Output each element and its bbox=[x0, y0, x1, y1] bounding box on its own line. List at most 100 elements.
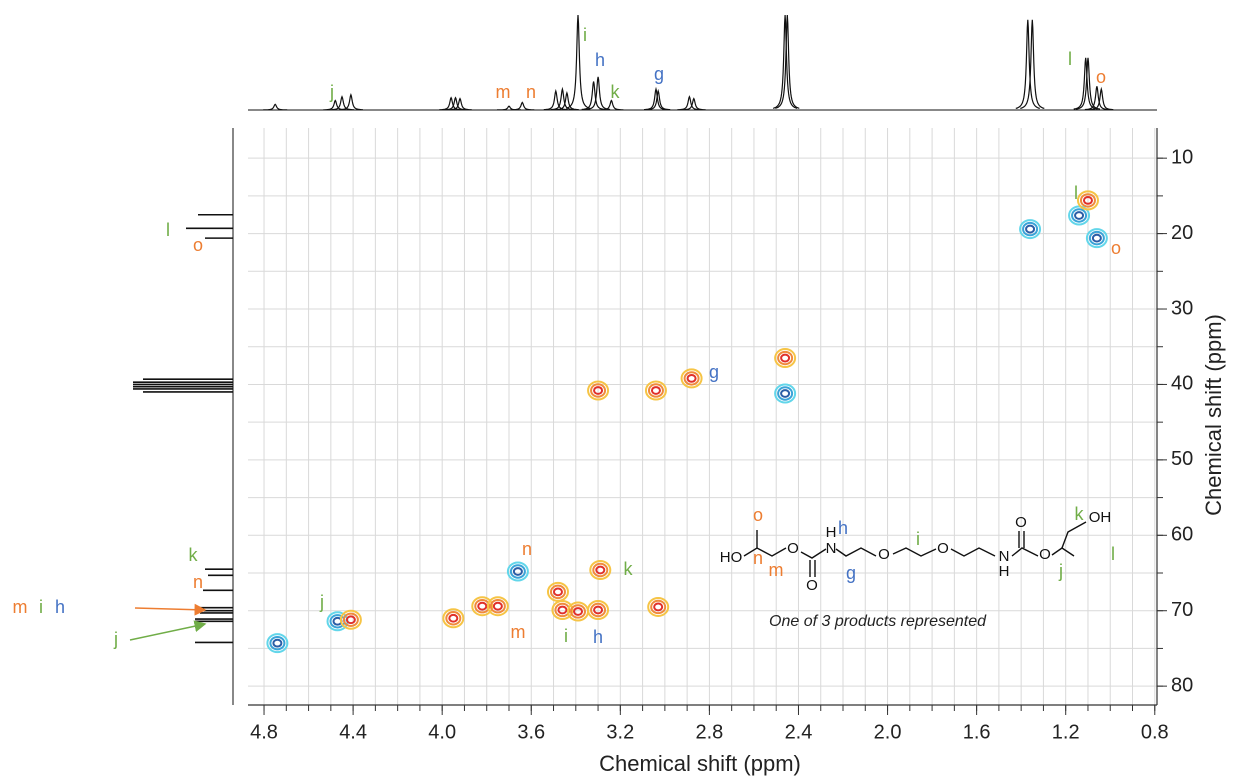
cross-peak bbox=[442, 608, 465, 629]
peak-label: h bbox=[593, 627, 603, 647]
proton-peak bbox=[772, 14, 798, 109]
peak-label: k bbox=[611, 82, 621, 102]
contour bbox=[474, 598, 491, 614]
contour bbox=[1071, 208, 1088, 223]
contour bbox=[593, 386, 604, 395]
contour bbox=[489, 598, 506, 614]
contour bbox=[549, 584, 566, 600]
contour bbox=[595, 565, 606, 575]
cross-peak bbox=[647, 596, 670, 617]
peak-label: l bbox=[1074, 183, 1078, 203]
peak-label: i bbox=[583, 25, 587, 45]
atom-label: O bbox=[937, 540, 949, 557]
contour bbox=[1025, 224, 1036, 234]
peak-label: m bbox=[511, 622, 526, 642]
contour bbox=[448, 613, 459, 623]
contour bbox=[680, 368, 703, 389]
cross-peak bbox=[486, 596, 509, 617]
contour bbox=[653, 602, 664, 612]
contour bbox=[345, 615, 356, 625]
y-tick-label: 30 bbox=[1171, 297, 1193, 319]
peak-label: k bbox=[1075, 504, 1085, 524]
y-tick-label: 70 bbox=[1171, 599, 1193, 621]
peak-label: i bbox=[564, 626, 568, 646]
cross-peak bbox=[644, 380, 667, 401]
contour bbox=[587, 380, 610, 401]
contour bbox=[492, 601, 503, 611]
cross-peak bbox=[680, 368, 703, 389]
cross-peak bbox=[567, 601, 590, 622]
proton-peak bbox=[510, 101, 535, 111]
peak-label: i bbox=[39, 597, 43, 617]
contour bbox=[774, 383, 797, 404]
contour bbox=[647, 383, 664, 398]
marks bbox=[133, 14, 1114, 654]
atom-label: H bbox=[999, 563, 1010, 580]
atom-label: HO bbox=[720, 549, 743, 566]
cross-peak bbox=[1085, 228, 1108, 249]
contour bbox=[644, 380, 667, 401]
arrow bbox=[129, 620, 207, 641]
peak-label: i bbox=[916, 529, 920, 549]
peak-label: l bbox=[1068, 49, 1072, 69]
y-tick-label: 10 bbox=[1171, 146, 1193, 168]
contour bbox=[573, 607, 584, 616]
x-tick-label: 3.2 bbox=[606, 721, 634, 743]
contour bbox=[272, 638, 283, 648]
peak-label: o bbox=[1096, 67, 1106, 87]
proton-peak bbox=[599, 99, 624, 111]
cross-peak bbox=[1068, 205, 1091, 226]
atom-label: N bbox=[826, 540, 837, 557]
contour bbox=[590, 602, 607, 618]
proton-peak bbox=[1020, 19, 1045, 109]
atom-label: O bbox=[787, 540, 799, 557]
x-tick-label: 2.4 bbox=[785, 721, 813, 743]
atom-label: O bbox=[806, 577, 818, 594]
x-tick-label: 0.8 bbox=[1141, 721, 1169, 743]
proton-peak bbox=[565, 14, 591, 109]
peak-label: g bbox=[654, 64, 664, 84]
contour bbox=[552, 587, 563, 597]
peak-label: k bbox=[624, 559, 634, 579]
contour bbox=[266, 633, 289, 654]
contour bbox=[777, 386, 794, 401]
proton-peak bbox=[263, 103, 288, 111]
contour bbox=[592, 562, 609, 578]
cross-peak bbox=[471, 596, 494, 617]
contour bbox=[1068, 205, 1091, 226]
contour bbox=[477, 601, 488, 611]
contour bbox=[590, 383, 607, 398]
x-tick-label: 1.2 bbox=[1052, 721, 1080, 743]
contour bbox=[512, 567, 523, 576]
atom-label: N bbox=[999, 548, 1010, 565]
x-axis-title: Chemical shift (ppm) bbox=[599, 751, 801, 776]
y-axis-title: Chemical shift (ppm) bbox=[1201, 314, 1226, 516]
contour bbox=[683, 371, 700, 386]
contour bbox=[1079, 193, 1096, 208]
atom-label: O bbox=[878, 546, 890, 563]
peak-label: g bbox=[846, 563, 856, 583]
proton-peak bbox=[1073, 57, 1098, 110]
contour bbox=[593, 605, 604, 615]
cross-peak bbox=[589, 559, 612, 580]
contour bbox=[780, 353, 791, 363]
contour bbox=[1019, 219, 1042, 240]
peak-label: l bbox=[166, 220, 170, 240]
contour bbox=[570, 604, 587, 619]
contour bbox=[442, 608, 465, 629]
atom-label: O bbox=[1015, 514, 1027, 531]
proton-peak bbox=[646, 88, 671, 111]
x-tick-label: 2.8 bbox=[695, 721, 723, 743]
contour bbox=[774, 348, 797, 369]
contour bbox=[509, 564, 526, 579]
peak-label: n bbox=[522, 539, 532, 559]
contour bbox=[686, 374, 697, 383]
contour bbox=[1022, 221, 1039, 237]
proton-peak bbox=[338, 93, 363, 111]
cross-peak bbox=[587, 599, 610, 620]
contour bbox=[342, 612, 359, 627]
contour bbox=[780, 389, 791, 398]
arrow bbox=[134, 603, 207, 616]
caption: One of 3 products represented bbox=[769, 613, 987, 630]
